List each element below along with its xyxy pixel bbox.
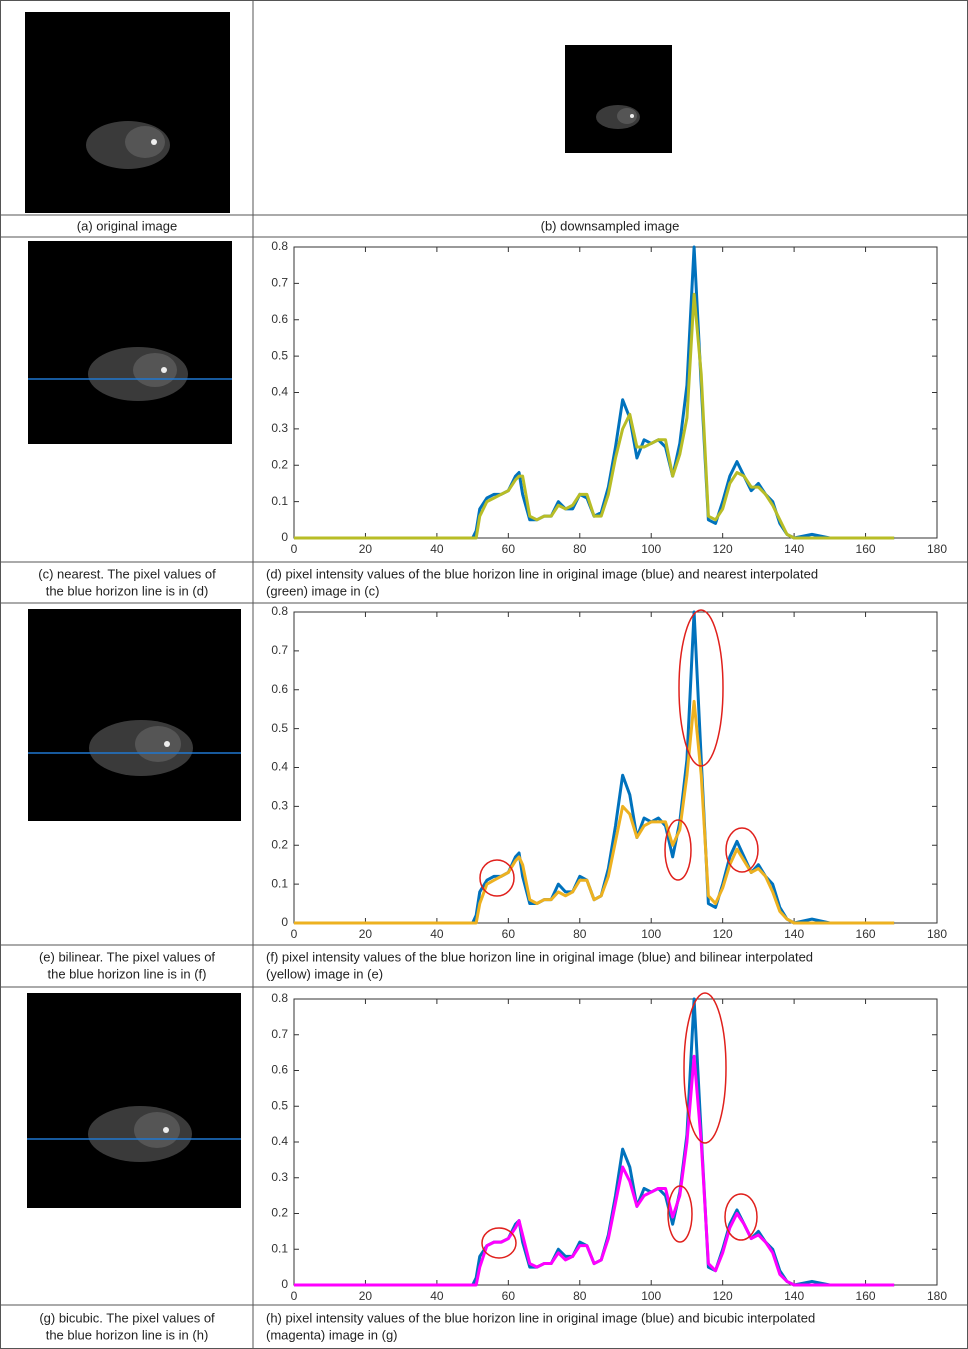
caption: the blue horizon line is in (h)	[46, 1327, 209, 1342]
y-tick-label: 0.4	[271, 760, 288, 774]
caption: (magenta) image in (g)	[266, 1327, 398, 1342]
y-tick-label: 0.3	[271, 421, 288, 435]
data-line	[294, 1056, 894, 1285]
x-tick-label: 0	[291, 927, 298, 941]
x-tick-label: 40	[430, 542, 444, 556]
x-tick-label: 80	[573, 542, 587, 556]
data-line	[294, 612, 894, 923]
x-tick-label: 180	[927, 927, 947, 941]
image-bilinear	[28, 609, 241, 821]
x-tick-label: 120	[713, 927, 733, 941]
y-tick-label: 0.3	[271, 799, 288, 813]
x-tick-label: 140	[784, 927, 804, 941]
image-original	[25, 12, 230, 213]
x-tick-label: 140	[784, 542, 804, 556]
x-tick-label: 140	[784, 1289, 804, 1303]
caption: (yellow) image in (e)	[266, 966, 383, 981]
caption: (d) pixel intensity values of the blue h…	[266, 566, 818, 581]
x-tick-label: 120	[713, 542, 733, 556]
y-tick-label: 0	[281, 915, 288, 929]
y-tick-label: 0.8	[271, 604, 288, 618]
image-nearest	[28, 241, 232, 444]
x-tick-label: 0	[291, 542, 298, 556]
x-tick-label: 80	[573, 1289, 587, 1303]
figure: 0 0.1 0.2 0.3 0.4 0.5 0.6 0.7 0.8 0 20 40 60 80 100 120…	[0, 0, 968, 1349]
plot-frame	[294, 247, 937, 538]
y-tick-label: 0.5	[271, 1098, 288, 1112]
caption: (b) downsampled image	[541, 218, 680, 233]
y-tick-label: 0.2	[271, 1206, 288, 1220]
plot-frame	[294, 612, 937, 923]
y-tick-label: 0.4	[271, 385, 288, 399]
y-tick-label: 0.7	[271, 276, 288, 290]
caption: (c) nearest. The pixel values of	[38, 566, 216, 581]
caption: the blue horizon line is in (f)	[48, 966, 207, 981]
x-tick-label: 60	[502, 927, 516, 941]
y-tick-label: 0.7	[271, 643, 288, 657]
caption: (e) bilinear. The pixel values of	[39, 949, 215, 964]
x-tick-label: 60	[502, 1289, 516, 1303]
y-tick-label: 0.5	[271, 721, 288, 735]
y-tick-label: 0.2	[271, 837, 288, 851]
y-tick-label: 0.1	[271, 1241, 288, 1255]
y-tick-label: 0	[281, 530, 288, 544]
x-tick-label: 60	[502, 542, 516, 556]
data-line	[294, 294, 894, 538]
y-tick-label: 0.8	[271, 991, 288, 1005]
y-tick-label: 0.6	[271, 682, 288, 696]
caption: (g) bicubic. The pixel values of	[39, 1310, 215, 1325]
x-tick-label: 20	[359, 927, 373, 941]
x-tick-label: 100	[641, 927, 661, 941]
x-tick-label: 120	[713, 1289, 733, 1303]
y-tick-label: 0.2	[271, 457, 288, 471]
y-tick-label: 0.8	[271, 239, 288, 253]
caption: the blue horizon line is in (d)	[46, 583, 209, 598]
x-tick-label: 100	[641, 1289, 661, 1303]
x-tick-label: 160	[856, 542, 876, 556]
plot-frame	[294, 999, 937, 1285]
y-tick-label: 0.3	[271, 1170, 288, 1184]
y-tick-label: 0.1	[271, 876, 288, 890]
data-line	[294, 999, 894, 1285]
x-tick-label: 160	[856, 1289, 876, 1303]
caption: (green) image in (c)	[266, 583, 379, 598]
y-tick-label: 0.1	[271, 494, 288, 508]
x-tick-label: 180	[927, 1289, 947, 1303]
x-tick-label: 0	[291, 1289, 298, 1303]
data-line	[294, 247, 894, 538]
x-tick-label: 20	[359, 1289, 373, 1303]
x-tick-label: 80	[573, 927, 587, 941]
x-tick-label: 40	[430, 1289, 444, 1303]
y-tick-label: 0.6	[271, 312, 288, 326]
x-tick-label: 180	[927, 542, 947, 556]
x-tick-label: 160	[856, 927, 876, 941]
image-bicubic	[27, 993, 241, 1208]
x-tick-label: 20	[359, 542, 373, 556]
y-tick-label: 0.6	[271, 1063, 288, 1077]
y-tick-label: 0.5	[271, 348, 288, 362]
x-tick-label: 100	[641, 542, 661, 556]
y-tick-label: 0.4	[271, 1134, 288, 1148]
y-tick-label: 0	[281, 1277, 288, 1291]
caption: (f) pixel intensity values of the blue h…	[266, 949, 813, 964]
caption: (a) original image	[77, 218, 177, 233]
caption: (h) pixel intensity values of the blue h…	[266, 1310, 815, 1325]
data-line	[294, 701, 894, 923]
x-tick-label: 40	[430, 927, 444, 941]
image-downsampled	[565, 45, 672, 153]
y-tick-label: 0.7	[271, 1027, 288, 1041]
